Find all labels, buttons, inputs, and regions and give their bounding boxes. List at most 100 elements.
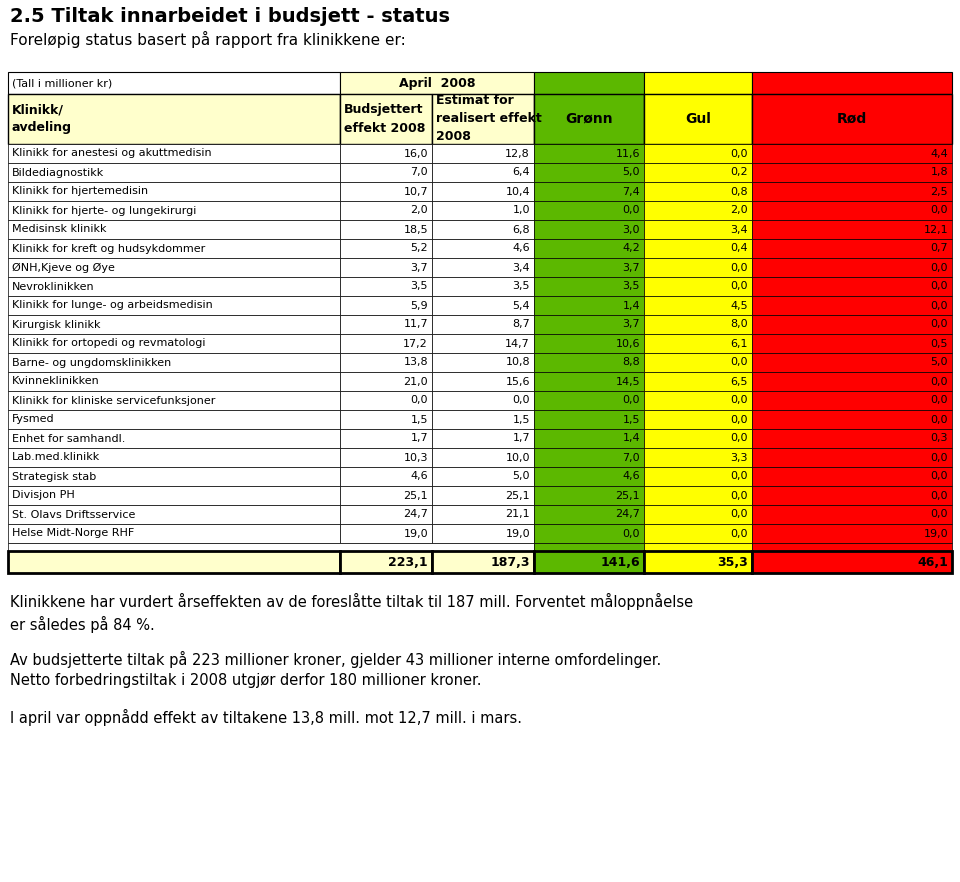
Text: 12,1: 12,1	[924, 225, 948, 235]
Bar	[644, 391, 752, 410]
Text: 25,1: 25,1	[403, 490, 428, 500]
Bar	[644, 258, 752, 277]
Text: 0,4: 0,4	[731, 243, 748, 253]
Bar	[534, 410, 644, 429]
Bar	[432, 94, 534, 144]
Bar	[340, 410, 432, 429]
Text: Helse Midt-Norge RHF: Helse Midt-Norge RHF	[12, 528, 134, 539]
Text: Foreløpig status basert på rapport fra klinikkene er:: Foreløpig status basert på rapport fra k…	[10, 31, 406, 48]
Bar	[8, 182, 340, 201]
Bar	[644, 163, 752, 182]
Bar	[8, 144, 340, 163]
Text: 3,7: 3,7	[622, 319, 640, 330]
Bar	[8, 163, 340, 182]
Bar	[644, 72, 752, 94]
Text: 12,8: 12,8	[505, 148, 530, 159]
Bar	[8, 334, 340, 353]
Text: Klinikk for ortopedi og revmatologi: Klinikk for ortopedi og revmatologi	[12, 339, 205, 348]
Text: 1,5: 1,5	[411, 415, 428, 424]
Text: 1,4: 1,4	[622, 433, 640, 444]
Text: 17,2: 17,2	[403, 339, 428, 348]
Bar	[432, 296, 534, 315]
Bar	[752, 334, 952, 353]
Text: Klinikk for hjerte- og lungekirurgi: Klinikk for hjerte- og lungekirurgi	[12, 206, 197, 215]
Text: 3,4: 3,4	[731, 225, 748, 235]
Text: 8,0: 8,0	[731, 319, 748, 330]
Text: 18,5: 18,5	[403, 225, 428, 235]
Bar	[8, 486, 340, 505]
Bar	[8, 372, 340, 391]
Text: 13,8: 13,8	[403, 357, 428, 368]
Bar	[752, 372, 952, 391]
Bar	[340, 72, 534, 94]
Text: Estimat for
realisert effekt
2008: Estimat for realisert effekt 2008	[436, 94, 541, 144]
Text: 3,4: 3,4	[513, 263, 530, 273]
Bar	[644, 201, 752, 220]
Text: Lab.med.klinikk: Lab.med.klinikk	[12, 452, 100, 462]
Bar	[432, 486, 534, 505]
Text: 0,0: 0,0	[930, 319, 948, 330]
Bar	[432, 315, 534, 334]
Text: 1,5: 1,5	[622, 415, 640, 424]
Text: Strategisk stab: Strategisk stab	[12, 472, 96, 482]
Text: Kirurgisk klinikk: Kirurgisk klinikk	[12, 319, 101, 330]
Bar	[8, 543, 534, 551]
Bar	[534, 94, 644, 144]
Bar	[8, 410, 340, 429]
Text: 0,5: 0,5	[930, 339, 948, 348]
Bar	[432, 391, 534, 410]
Text: Bildediagnostikk: Bildediagnostikk	[12, 168, 105, 177]
Bar	[432, 353, 534, 372]
Bar	[644, 372, 752, 391]
Bar	[340, 315, 432, 334]
Bar	[8, 505, 340, 524]
Bar	[8, 277, 340, 296]
Text: April  2008: April 2008	[398, 77, 475, 89]
Bar	[644, 505, 752, 524]
Bar	[752, 353, 952, 372]
Text: 10,7: 10,7	[403, 186, 428, 197]
Text: St. Olavs Driftsservice: St. Olavs Driftsservice	[12, 510, 135, 519]
Bar	[432, 524, 534, 543]
Text: 10,4: 10,4	[505, 186, 530, 197]
Text: ØNH,Kjeve og Øye: ØNH,Kjeve og Øye	[12, 263, 115, 273]
Bar	[340, 334, 432, 353]
Text: 0,0: 0,0	[930, 263, 948, 273]
Bar	[644, 543, 752, 551]
Bar	[752, 144, 952, 163]
Text: 8,8: 8,8	[622, 357, 640, 368]
Text: 0,0: 0,0	[731, 433, 748, 444]
Bar	[340, 551, 432, 573]
Bar	[752, 277, 952, 296]
Text: 5,0: 5,0	[930, 357, 948, 368]
Text: 0,0: 0,0	[513, 395, 530, 406]
Text: I april var oppnådd effekt av tiltakene 13,8 mill. mot 12,7 mill. i mars.: I april var oppnådd effekt av tiltakene …	[10, 709, 522, 726]
Bar	[340, 486, 432, 505]
Text: Divisjon PH: Divisjon PH	[12, 490, 75, 500]
Text: Grønn: Grønn	[565, 112, 612, 126]
Bar	[432, 220, 534, 239]
Bar	[534, 486, 644, 505]
Text: 0,0: 0,0	[622, 395, 640, 406]
Text: 11,6: 11,6	[615, 148, 640, 159]
Bar	[644, 551, 752, 573]
Text: 1,0: 1,0	[513, 206, 530, 215]
Bar	[644, 296, 752, 315]
Bar	[8, 72, 340, 94]
Text: 5,0: 5,0	[622, 168, 640, 177]
Text: 0,0: 0,0	[731, 357, 748, 368]
Bar	[644, 94, 752, 144]
Bar	[432, 551, 534, 573]
Text: 0,0: 0,0	[731, 510, 748, 519]
Text: 4,2: 4,2	[622, 243, 640, 253]
Text: 10,0: 10,0	[506, 452, 530, 462]
Text: 4,6: 4,6	[622, 472, 640, 482]
Text: 3,5: 3,5	[513, 281, 530, 291]
Bar	[534, 277, 644, 296]
Text: 0,0: 0,0	[930, 472, 948, 482]
Bar	[8, 391, 340, 410]
Bar	[8, 201, 340, 220]
Bar	[752, 524, 952, 543]
Bar	[752, 163, 952, 182]
Text: 2,5: 2,5	[930, 186, 948, 197]
